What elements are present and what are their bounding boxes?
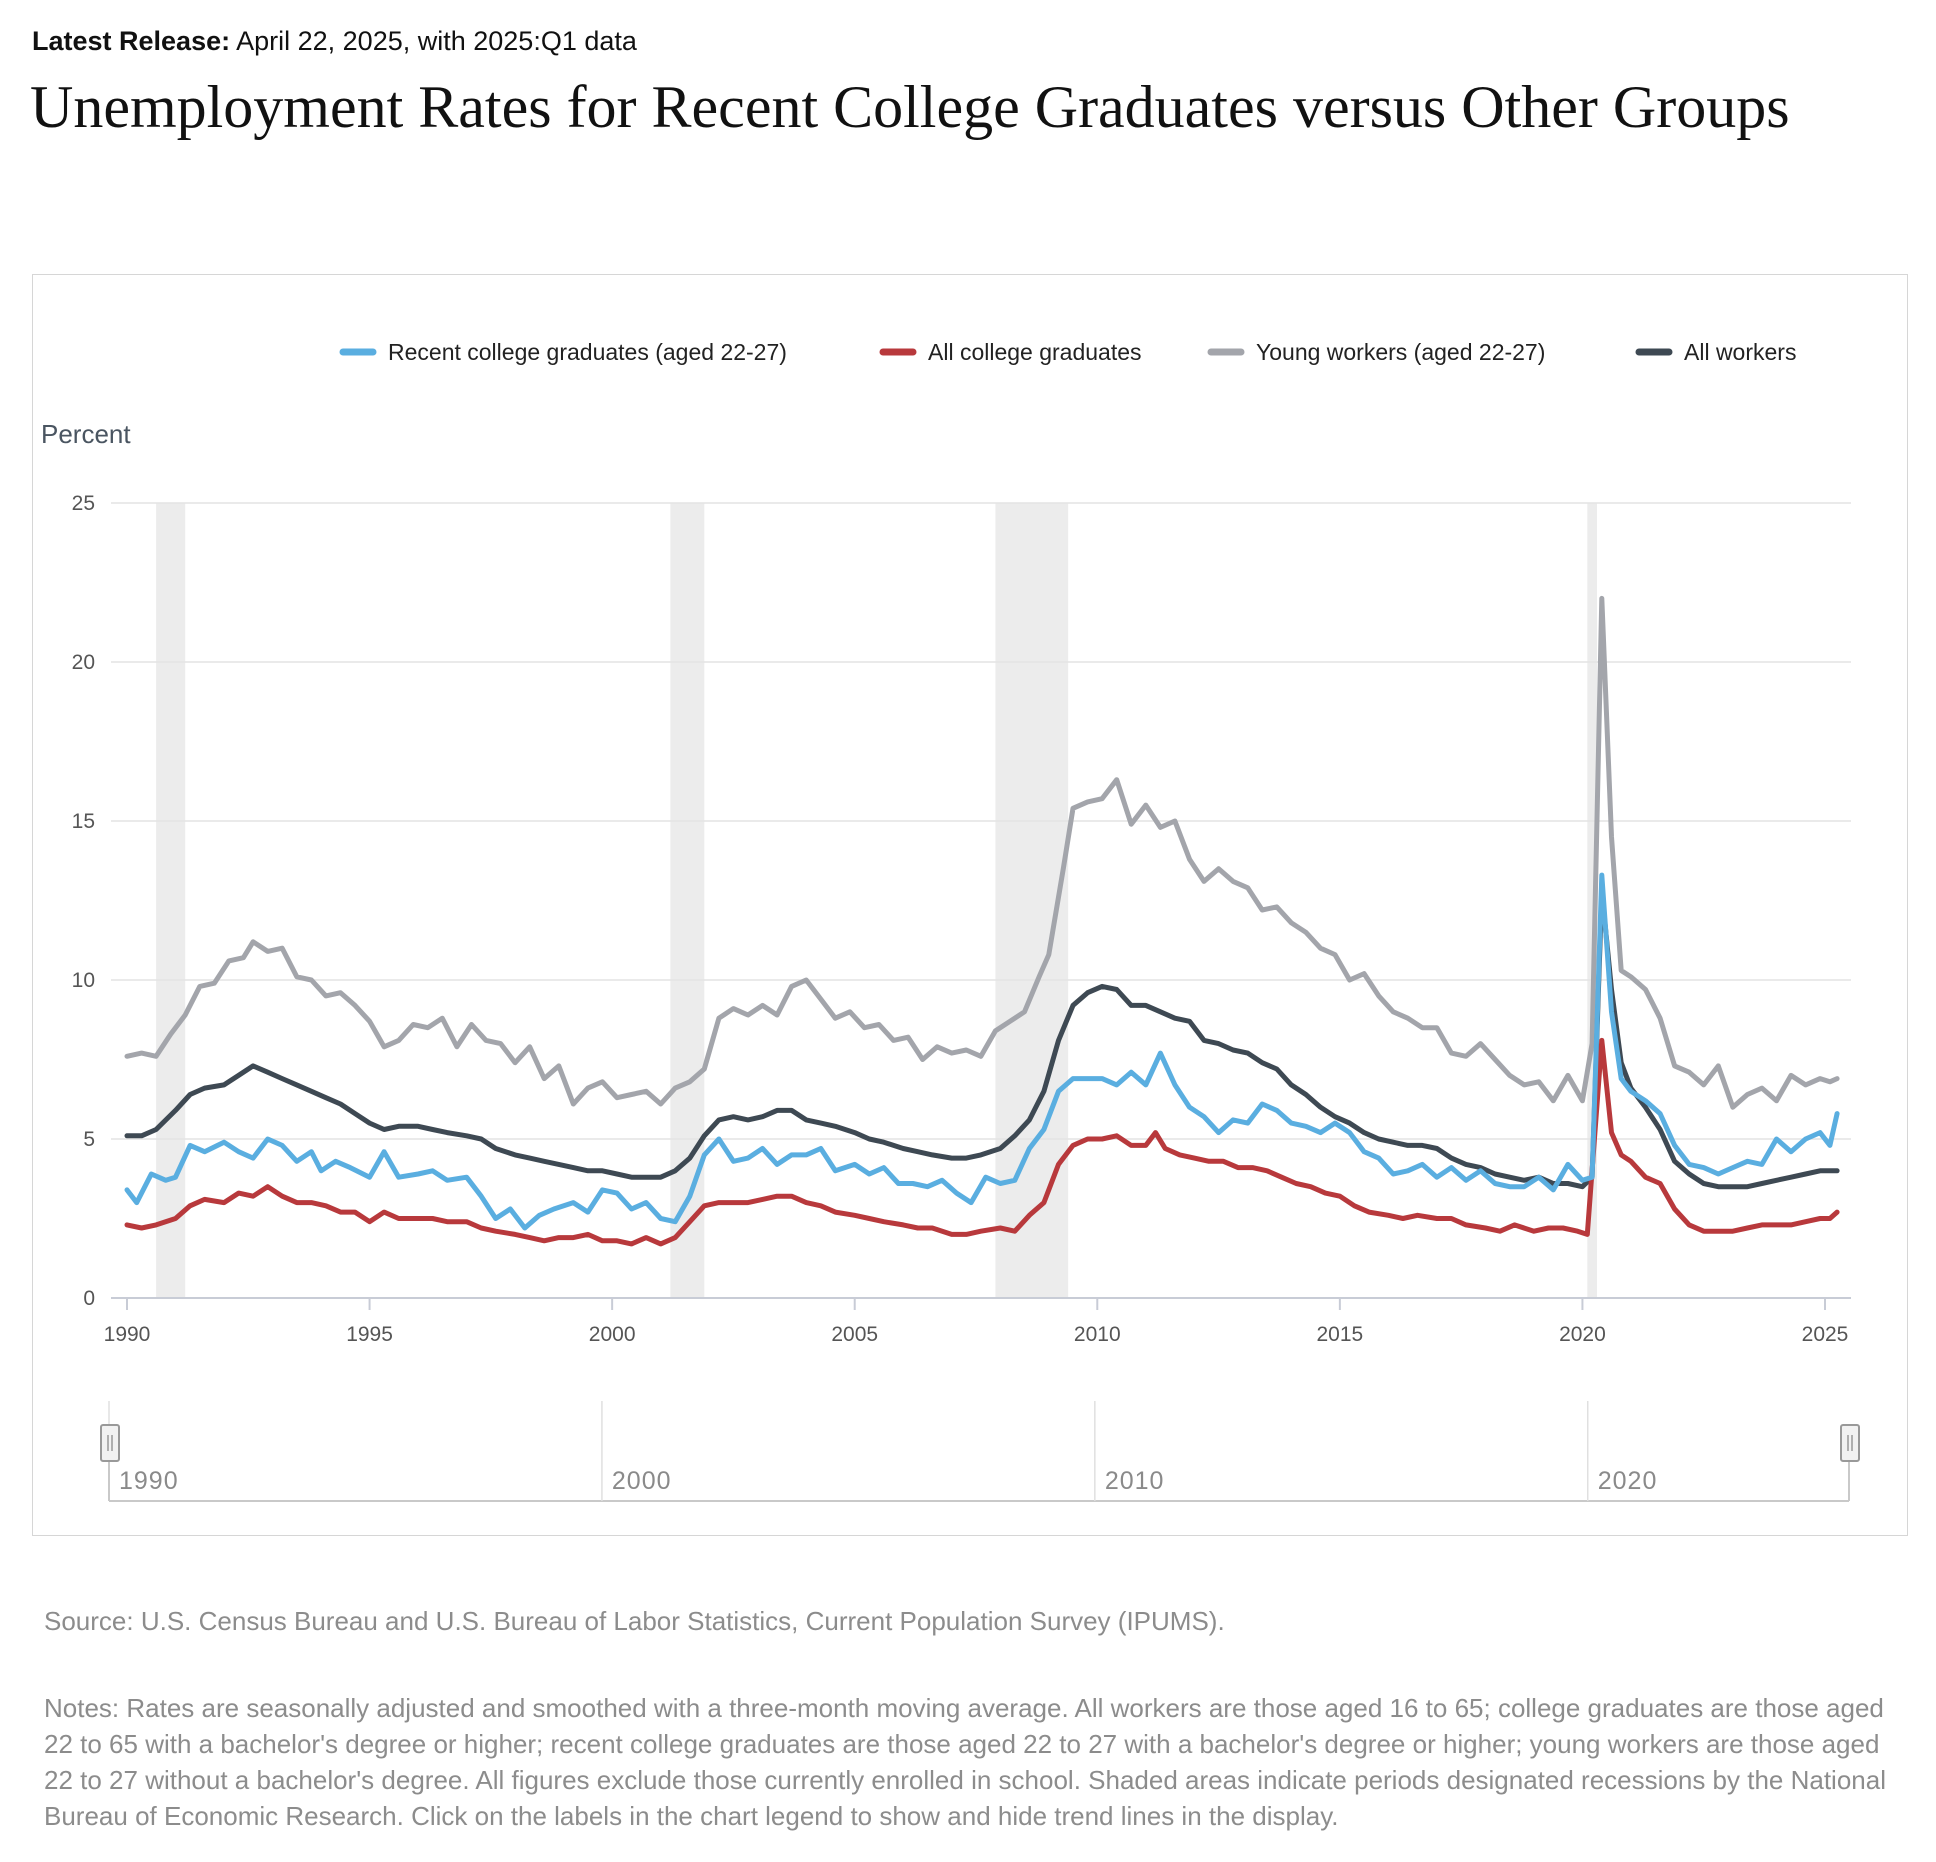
series-line-3	[124, 888, 1840, 1190]
legend-item-3[interactable]: All workers	[1635, 339, 1796, 365]
x-tick-label: 2010	[1074, 1323, 1121, 1346]
legend-label: Young workers (aged 22-27)	[1256, 339, 1545, 365]
legend-label: Recent college graduates (aged 22-27)	[388, 339, 787, 365]
recession-band-3	[1587, 503, 1597, 1298]
release-line: Latest Release: April 22, 2025, with 202…	[32, 26, 637, 57]
notes-text: Notes: Rates are seasonally adjusted and…	[44, 1693, 1886, 1831]
series-line-1	[124, 1037, 1840, 1247]
y-tick-label: 20	[72, 651, 95, 674]
series-line-2	[124, 595, 1840, 1110]
legend-label: All workers	[1684, 339, 1796, 365]
range-navigator[interactable]: 1990 2000 2010 2020	[100, 1401, 1860, 1502]
y-tick-label: 15	[72, 810, 95, 833]
chart-container: 0 5 10 15 20 25 Percent 1990 1995 2000 2005 2010 201…	[32, 274, 1908, 1536]
legend: Recent college graduates (aged 22-27) All…	[339, 339, 1796, 365]
y-tick-label: 10	[72, 969, 95, 992]
legend-item-2[interactable]: Young workers (aged 22-27)	[1207, 339, 1545, 365]
x-tick-label: 2000	[589, 1323, 636, 1346]
x-tick-label: 2020	[1559, 1323, 1606, 1346]
y-axis-label: Percent	[41, 419, 131, 449]
legend-item-1[interactable]: All college graduates	[879, 339, 1142, 365]
x-tick-label: 2015	[1316, 1323, 1363, 1346]
legend-label: All college graduates	[928, 339, 1142, 365]
release-date: April 22, 2025, with 2025:Q1 data	[230, 26, 637, 56]
navigator-label: 1990	[119, 1467, 179, 1495]
x-tick-label: 1995	[346, 1323, 393, 1346]
chart-title: Unemployment Rates for Recent College Gr…	[30, 74, 1790, 140]
navigator-label: 2010	[1105, 1467, 1165, 1495]
y-tick-label: 25	[72, 492, 95, 515]
y-tick-label: 5	[83, 1128, 95, 1151]
release-label: Latest Release:	[32, 26, 231, 56]
navigator-handle-right[interactable]	[1840, 1424, 1860, 1462]
x-tick-label: 1990	[104, 1323, 151, 1346]
x-tick-label: 2025	[1802, 1323, 1849, 1346]
navigator-handle-left[interactable]	[100, 1424, 120, 1462]
x-tick-label: 2005	[831, 1323, 878, 1346]
legend-item-0[interactable]: Recent college graduates (aged 22-27)	[339, 339, 787, 365]
navigator-label: 2020	[1598, 1467, 1658, 1495]
grid-lines	[111, 502, 1851, 1299]
recession-bands	[156, 503, 1597, 1298]
recession-band-1	[670, 503, 705, 1298]
source-note: Source: U.S. Census Bureau and U.S. Bure…	[44, 1606, 1225, 1636]
series-line-0	[124, 872, 1840, 1231]
navigator-label: 2000	[612, 1467, 672, 1495]
series-lines	[124, 595, 1840, 1247]
y-tick-label: 0	[83, 1287, 95, 1310]
